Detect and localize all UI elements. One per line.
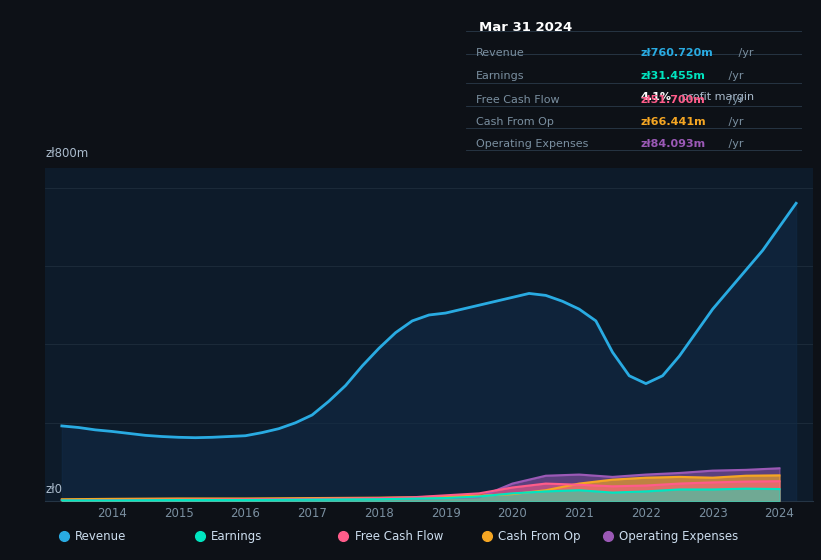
Text: Revenue: Revenue xyxy=(75,530,126,543)
Text: /yr: /yr xyxy=(726,95,744,105)
Text: /yr: /yr xyxy=(735,48,754,58)
Text: Revenue: Revenue xyxy=(475,48,525,58)
Text: Free Cash Flow: Free Cash Flow xyxy=(475,95,559,105)
Text: Mar 31 2024: Mar 31 2024 xyxy=(479,21,572,34)
Text: zł800m: zł800m xyxy=(45,147,89,160)
Text: zł51.700m: zł51.700m xyxy=(640,95,705,105)
Text: /yr: /yr xyxy=(726,117,744,127)
Text: profit margin: profit margin xyxy=(678,92,754,102)
Text: Cash From Op: Cash From Op xyxy=(475,117,553,127)
Text: Earnings: Earnings xyxy=(211,530,263,543)
Text: 4.1%: 4.1% xyxy=(640,92,672,102)
Text: /yr: /yr xyxy=(726,71,744,81)
Text: zł66.441m: zł66.441m xyxy=(640,117,706,127)
Text: zł84.093m: zł84.093m xyxy=(640,139,706,149)
Text: zł760.720m: zł760.720m xyxy=(640,48,713,58)
Text: zł31.455m: zł31.455m xyxy=(640,71,705,81)
Text: Earnings: Earnings xyxy=(475,71,524,81)
Text: /yr: /yr xyxy=(726,139,744,149)
Text: zł0: zł0 xyxy=(45,483,62,496)
Text: Operating Expenses: Operating Expenses xyxy=(619,530,738,543)
Text: Free Cash Flow: Free Cash Flow xyxy=(355,530,443,543)
Text: Cash From Op: Cash From Op xyxy=(498,530,580,543)
Text: Operating Expenses: Operating Expenses xyxy=(475,139,588,149)
